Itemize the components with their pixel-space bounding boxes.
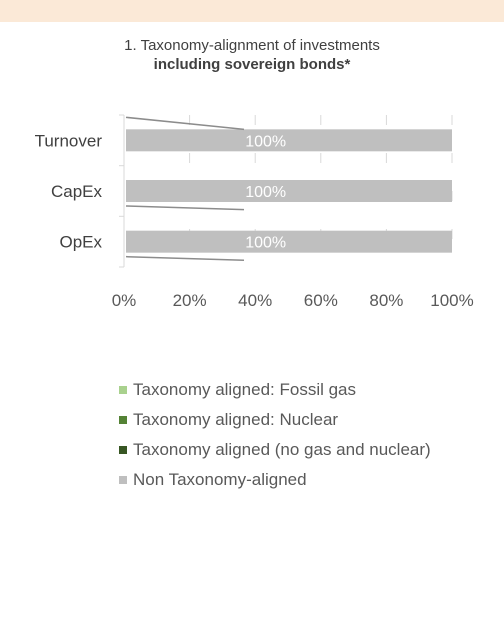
legend-item: Non Taxonomy-aligned: [119, 467, 431, 493]
category-label: Turnover: [35, 131, 103, 150]
chart-title: 1. Taxonomy-alignment of investments inc…: [0, 36, 504, 74]
x-tick-label: 0%: [112, 291, 137, 310]
legend-label: Non Taxonomy-aligned: [133, 470, 307, 489]
bar-segment: [126, 129, 452, 152]
x-tick-label: 100%: [430, 291, 473, 310]
chart-legend: Taxonomy aligned: Fossil gas Taxonomy ali…: [119, 377, 431, 497]
callout-line: [125, 255, 245, 262]
legend-label: Taxonomy aligned: Nuclear: [133, 410, 339, 429]
legend-label: Taxonomy aligned: Fossil gas: [133, 380, 357, 399]
data-label: 100%: [245, 133, 286, 150]
x-tick-label: 20%: [173, 291, 207, 310]
callout-line: [125, 205, 245, 211]
top-background-band: [0, 0, 504, 22]
category-label: OpEx: [59, 233, 102, 252]
chart-title-line2: including sovereign bonds*: [153, 56, 351, 73]
legend-label: Taxonomy aligned (no gas and nuclear): [133, 440, 431, 459]
bar-segment: [126, 230, 452, 253]
data-label: 100%: [245, 235, 286, 252]
x-tick-label: 80%: [369, 291, 403, 310]
legend-item: Taxonomy aligned: Nuclear: [119, 407, 431, 433]
legend-item: Taxonomy aligned (no gas and nuclear): [119, 437, 431, 463]
callout-line: [125, 116, 245, 131]
legend-swatch: [119, 476, 127, 484]
bar-segment: [126, 180, 452, 202]
legend-swatch: [119, 386, 127, 394]
data-label: 100%: [245, 184, 286, 201]
legend-swatch: [119, 416, 127, 424]
legend-item: Taxonomy aligned: Fossil gas: [119, 377, 431, 403]
x-tick-label: 40%: [238, 291, 272, 310]
chart-title-line1: 1. Taxonomy-alignment of investments: [124, 37, 380, 54]
category-label: CapEx: [51, 182, 103, 201]
x-tick-label: 60%: [304, 291, 338, 310]
legend-swatch: [119, 446, 127, 454]
